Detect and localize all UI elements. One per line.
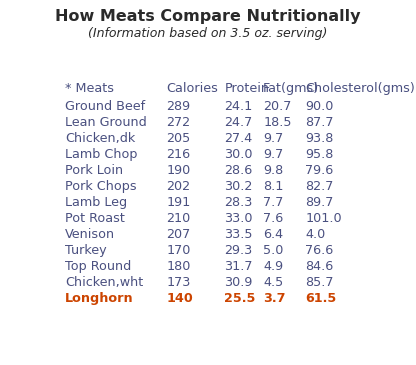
Text: 33.5: 33.5 [225,228,253,241]
Text: 9.8: 9.8 [263,164,283,177]
Text: 205: 205 [166,132,191,145]
Text: 18.5: 18.5 [263,116,292,129]
Text: 29.3: 29.3 [225,244,253,257]
Text: Ground Beef: Ground Beef [65,100,145,113]
Text: 289: 289 [166,100,191,113]
Text: Venison: Venison [65,228,115,241]
Text: 27.4: 27.4 [225,132,253,145]
Text: Chicken,wht: Chicken,wht [65,276,143,289]
Text: 93.8: 93.8 [305,132,334,145]
Text: 31.7: 31.7 [225,260,253,273]
Text: Longhorn: Longhorn [65,292,134,305]
Text: Calories: Calories [166,82,218,95]
Text: 3.7: 3.7 [263,292,286,305]
Text: How Meats Compare Nutritionally: How Meats Compare Nutritionally [55,9,361,24]
Text: 140: 140 [166,292,193,305]
Text: 9.7: 9.7 [263,132,283,145]
Text: 8.1: 8.1 [263,180,284,193]
Text: (Information based on 3.5 oz. serving): (Information based on 3.5 oz. serving) [88,27,328,41]
Text: 76.6: 76.6 [305,244,333,257]
Text: Pork Loin: Pork Loin [65,164,123,177]
Text: 30.2: 30.2 [225,180,253,193]
Text: 84.6: 84.6 [305,260,333,273]
Text: 90.0: 90.0 [305,100,334,113]
Text: 30.9: 30.9 [225,276,253,289]
Text: 4.0: 4.0 [305,228,325,241]
Text: 95.8: 95.8 [305,148,334,161]
Text: Lamb Leg: Lamb Leg [65,196,127,209]
Text: 28.3: 28.3 [225,196,253,209]
Text: 89.7: 89.7 [305,196,334,209]
Text: 20.7: 20.7 [263,100,292,113]
Text: Lamb Chop: Lamb Chop [65,148,137,161]
Text: Turkey: Turkey [65,244,106,257]
Text: 173: 173 [166,276,191,289]
Text: 24.7: 24.7 [225,116,253,129]
Text: 5.0: 5.0 [263,244,284,257]
Text: 180: 180 [166,260,191,273]
Text: 24.1: 24.1 [225,100,253,113]
Text: 61.5: 61.5 [305,292,336,305]
Text: 272: 272 [166,116,191,129]
Text: 6.4: 6.4 [263,228,283,241]
Text: 79.6: 79.6 [305,164,333,177]
Text: 101.0: 101.0 [305,212,342,225]
Text: Pot Roast: Pot Roast [65,212,125,225]
Text: 4.9: 4.9 [263,260,283,273]
Text: * Meats: * Meats [65,82,114,95]
Text: 30.0: 30.0 [225,148,253,161]
Text: Cholesterol(gms): Cholesterol(gms) [305,82,415,95]
Text: 9.7: 9.7 [263,148,283,161]
Text: 28.6: 28.6 [225,164,253,177]
Text: 216: 216 [166,148,191,161]
Text: 170: 170 [166,244,191,257]
Text: 33.0: 33.0 [225,212,253,225]
Text: 210: 210 [166,212,191,225]
Text: Chicken,dk: Chicken,dk [65,132,135,145]
Text: Top Round: Top Round [65,260,131,273]
Text: 87.7: 87.7 [305,116,334,129]
Text: 85.7: 85.7 [305,276,334,289]
Text: 4.5: 4.5 [263,276,283,289]
Text: Pork Chops: Pork Chops [65,180,136,193]
Text: 7.7: 7.7 [263,196,284,209]
Text: 82.7: 82.7 [305,180,334,193]
Text: 7.6: 7.6 [263,212,283,225]
Text: Lean Ground: Lean Ground [65,116,147,129]
Text: Fat(gms): Fat(gms) [263,82,319,95]
Text: 202: 202 [166,180,191,193]
Text: 190: 190 [166,164,191,177]
Text: 191: 191 [166,196,191,209]
Text: 207: 207 [166,228,191,241]
Text: Protein: Protein [225,82,270,95]
Text: 25.5: 25.5 [225,292,256,305]
